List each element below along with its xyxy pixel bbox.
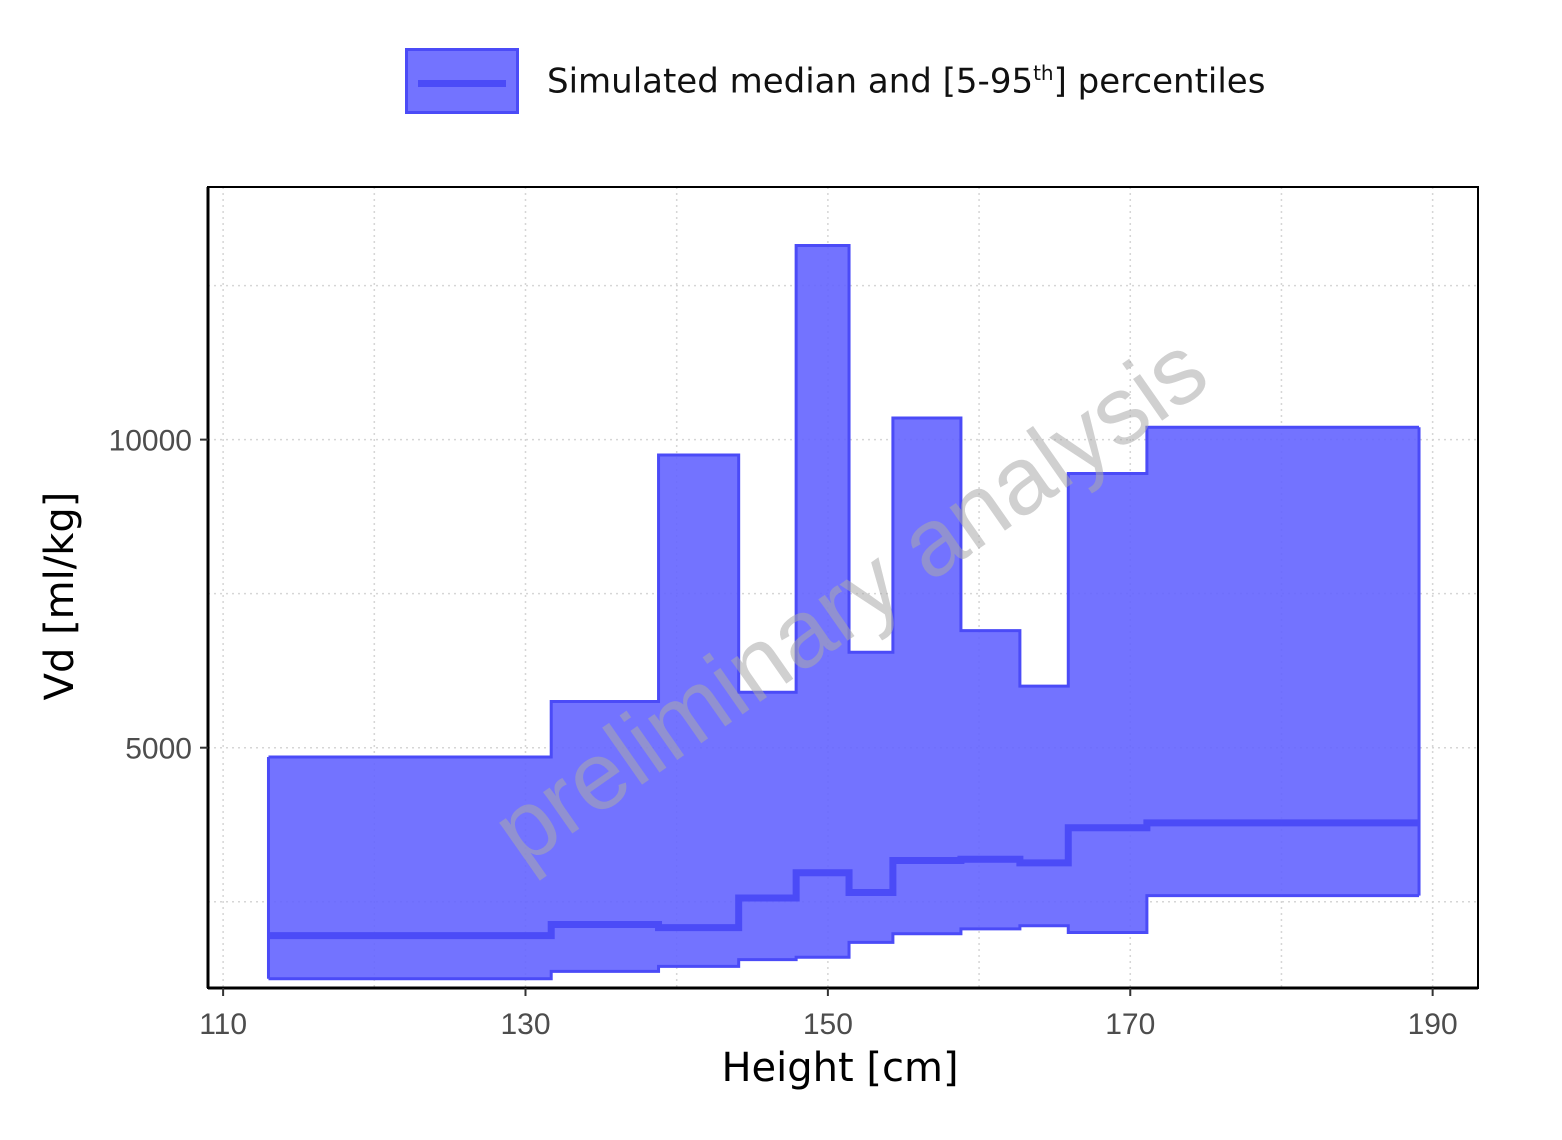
legend-label: Simulated median and [5-95th] percentile… — [547, 61, 1265, 101]
legend: Simulated median and [5-95th] percentile… — [405, 46, 1265, 116]
y-tick-label: 10000 — [109, 425, 192, 458]
percentile-area — [268, 245, 1420, 979]
x-axis-title: Height [cm] — [721, 1045, 959, 1091]
x-tick-label: 190 — [1408, 1008, 1458, 1041]
axes — [200, 187, 1478, 996]
y-axis-title: Vd [ml/kg] — [37, 491, 83, 701]
legend-label-end: ] percentiles — [1053, 61, 1266, 102]
x-tick-label: 130 — [500, 1008, 550, 1041]
legend-key — [405, 48, 519, 114]
legend-label-sup: th — [1033, 60, 1054, 85]
median-line — [268, 819, 1420, 940]
legend-label-main: Simulated median and [5-95 — [547, 61, 1034, 102]
percentile-band — [268, 245, 1420, 979]
tick-labels: 110 130 150 170 190 5000 10000 — [109, 425, 1458, 1041]
x-tick-label: 170 — [1105, 1008, 1155, 1041]
y-tick-label: 5000 — [125, 733, 192, 766]
x-tick-label: 110 — [199, 1008, 247, 1041]
x-tick-label: 150 — [803, 1008, 853, 1041]
p95-line — [268, 244, 1420, 759]
legend-key-line — [418, 80, 506, 87]
series-lines — [266, 244, 1421, 981]
p5-line — [268, 894, 1420, 981]
